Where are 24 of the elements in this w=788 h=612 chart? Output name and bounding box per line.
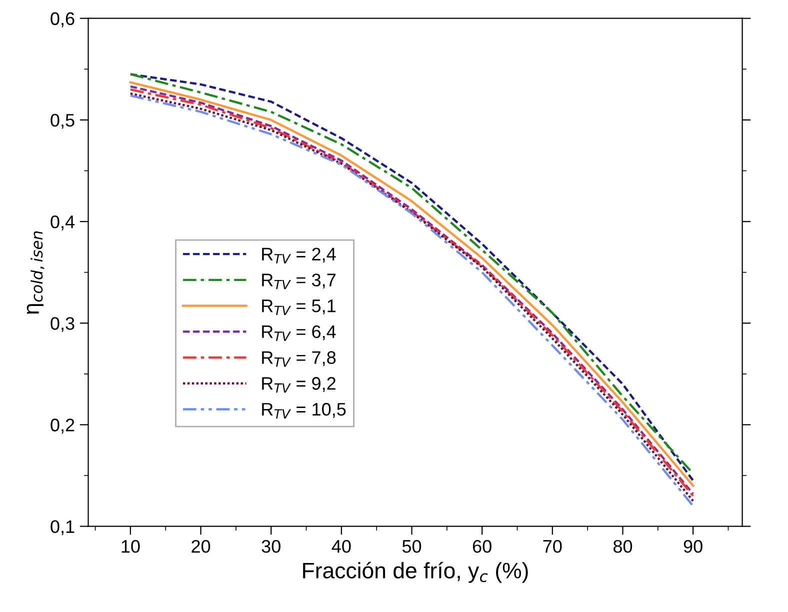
y-axis-title: η$_{cold,isen}$ <box>26 231 44 314</box>
x-tick-label: 20 <box>192 540 210 553</box>
y-tick-label: 0,4 <box>50 215 75 230</box>
x-tick-label: 50 <box>402 540 422 553</box>
x-tick-label: 10 <box>122 540 140 553</box>
x-tick-label: 40 <box>332 540 351 553</box>
x-tick-label: 30 <box>262 540 280 553</box>
x-axis-title: Fracción de frío, y$_{c}$ (%) <box>303 562 528 583</box>
y-tick-label: 0,1 <box>50 520 74 536</box>
legend-label: R$_{TV}$ = 3,7 <box>262 274 336 290</box>
legend-label: R$_{TV}$ = 10,5 <box>262 402 346 418</box>
x-tick-label: 90 <box>684 540 702 553</box>
y-tick-label: 0,2 <box>50 418 74 434</box>
y-tick-label: 0,3 <box>50 317 74 332</box>
y-tick-label: 0,5 <box>50 114 74 129</box>
legend-label: R$_{TV}$ = 7,8 <box>262 351 336 367</box>
legend-label: R$_{TV}$ = 5,1 <box>262 300 336 316</box>
legend-label: R$_{TV}$ = 2,4 <box>262 248 336 264</box>
legend-label: R$_{TV}$ = 9,2 <box>262 377 336 393</box>
x-tick-label: 60 <box>472 540 492 553</box>
legend-label: R$_{TV}$ = 6,4 <box>262 325 336 341</box>
y-tick-label: 0,6 <box>50 12 74 28</box>
x-tick-label: 70 <box>543 540 562 553</box>
x-tick-label: 80 <box>613 540 632 553</box>
